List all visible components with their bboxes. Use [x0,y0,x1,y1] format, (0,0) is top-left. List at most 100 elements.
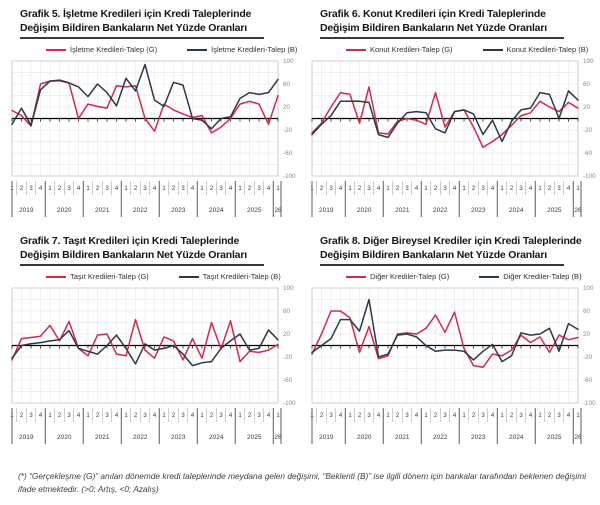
legend-line-expected-icon [178,275,199,278]
svg-text:20: 20 [283,331,291,338]
legend-item-expected: İşletme Kredileri-Talep (B) [187,45,297,54]
svg-text:3: 3 [367,186,371,192]
svg-text:26: 26 [574,207,582,214]
svg-text:3: 3 [219,186,223,192]
svg-text:2022: 2022 [433,434,448,441]
svg-text:1: 1 [48,186,52,192]
legend-label-actual: Konut Kredileri-Talep (G) [370,45,453,55]
svg-text:100: 100 [583,58,594,65]
svg-text:2: 2 [248,413,252,419]
svg-text:-60: -60 [283,377,293,384]
svg-text:2024: 2024 [509,207,524,214]
svg-text:-60: -60 [583,377,593,384]
svg-text:4: 4 [77,186,81,192]
svg-text:1: 1 [200,186,204,192]
svg-text:2: 2 [396,413,400,419]
svg-text:4: 4 [453,186,457,192]
svg-text:-20: -20 [583,127,593,134]
svg-text:2: 2 [248,186,252,192]
svg-text:1: 1 [462,413,466,419]
legend-label-expected: Konut Kredileri-Talep (B) [506,45,589,55]
svg-text:3: 3 [181,413,185,419]
chart-legend: Konut Kredileri-Talep (G) Konut Krediler… [346,45,600,54]
svg-text:4: 4 [529,186,533,192]
line-chart-plot: 1006020-20-60-10012341234123412341234123… [10,285,296,445]
svg-text:3: 3 [481,413,485,419]
svg-text:1: 1 [86,186,90,192]
svg-text:3: 3 [29,186,33,192]
svg-text:2024: 2024 [209,207,224,214]
svg-text:4: 4 [153,186,157,192]
line-chart-plot: 1006020-20-60-10012341234123412341234123… [310,58,596,218]
svg-text:2020: 2020 [357,207,372,214]
line-chart-plot: 1006020-20-60-10012341234123412341234123… [10,58,296,218]
chart-title: Grafik 5. İşletme Kredileri için Kredi T… [20,8,264,40]
svg-text:4: 4 [229,413,233,419]
svg-text:2019: 2019 [19,207,34,214]
svg-text:3: 3 [481,186,485,192]
svg-text:3: 3 [443,186,447,192]
svg-text:1: 1 [386,413,390,419]
legend-line-actual-icon [346,275,366,278]
svg-text:4: 4 [115,186,119,192]
svg-text:-20: -20 [283,127,293,134]
legend-item-expected: Taşıt Kredileri-Talep (B) [178,272,281,281]
svg-text:2025: 2025 [547,434,562,441]
svg-text:2019: 2019 [19,434,34,441]
chart-title-line1: Grafik 6. Konut Kredileri için Kredi Tal… [320,8,546,20]
svg-text:2: 2 [510,186,514,192]
svg-text:2: 2 [134,186,138,192]
svg-text:2: 2 [96,186,100,192]
svg-text:2: 2 [548,413,552,419]
svg-text:1: 1 [424,413,428,419]
svg-text:2: 2 [396,186,400,192]
svg-text:2021: 2021 [395,434,410,441]
svg-text:2020: 2020 [57,434,72,441]
svg-text:-100: -100 [583,173,596,180]
svg-text:1: 1 [238,186,242,192]
legend-line-actual-icon [346,48,366,51]
svg-text:1: 1 [276,186,280,192]
svg-text:4: 4 [415,413,419,419]
svg-text:3: 3 [181,186,185,192]
svg-text:2019: 2019 [319,207,334,214]
svg-text:3: 3 [29,413,33,419]
svg-text:20: 20 [283,104,291,111]
svg-text:2023: 2023 [171,207,186,214]
svg-text:2: 2 [134,413,138,419]
chart-title: Grafik 7. Taşıt Kredileri için Kredi Tal… [20,235,264,267]
svg-text:4: 4 [415,186,419,192]
svg-text:4: 4 [377,413,381,419]
svg-text:2: 2 [358,413,362,419]
chart-title: Grafik 6. Konut Kredileri için Kredi Tal… [320,8,564,40]
svg-text:2: 2 [172,186,176,192]
svg-text:3: 3 [519,186,523,192]
svg-text:-60: -60 [583,150,593,157]
svg-text:-20: -20 [583,354,593,361]
svg-text:1: 1 [162,413,166,419]
svg-text:3: 3 [143,413,147,419]
svg-text:4: 4 [567,413,571,419]
svg-text:1: 1 [276,413,280,419]
svg-text:4: 4 [115,413,119,419]
svg-text:26: 26 [274,207,282,214]
svg-text:1: 1 [386,186,390,192]
chart-title-line2: Değişim Bildiren Bankaların Net Yüzde Or… [20,248,247,261]
svg-text:2022: 2022 [133,207,148,214]
svg-text:4: 4 [339,413,343,419]
svg-text:-60: -60 [283,150,293,157]
svg-text:1: 1 [124,413,128,419]
svg-text:2: 2 [172,413,176,419]
chart-legend: Diğer Krediler-Talep (G) Diğer Krediler-… [346,272,600,281]
svg-text:1: 1 [576,186,580,192]
svg-text:2021: 2021 [395,207,410,214]
svg-text:2022: 2022 [133,434,148,441]
legend-line-expected-icon [482,48,503,51]
legend-line-expected-icon [479,275,500,278]
svg-text:1: 1 [500,413,504,419]
chart-grafik-8: Grafik 8. Diğer Bireysel Krediler için K… [300,227,600,454]
svg-text:3: 3 [443,413,447,419]
svg-text:4: 4 [453,413,457,419]
legend-line-actual-icon [46,275,66,278]
